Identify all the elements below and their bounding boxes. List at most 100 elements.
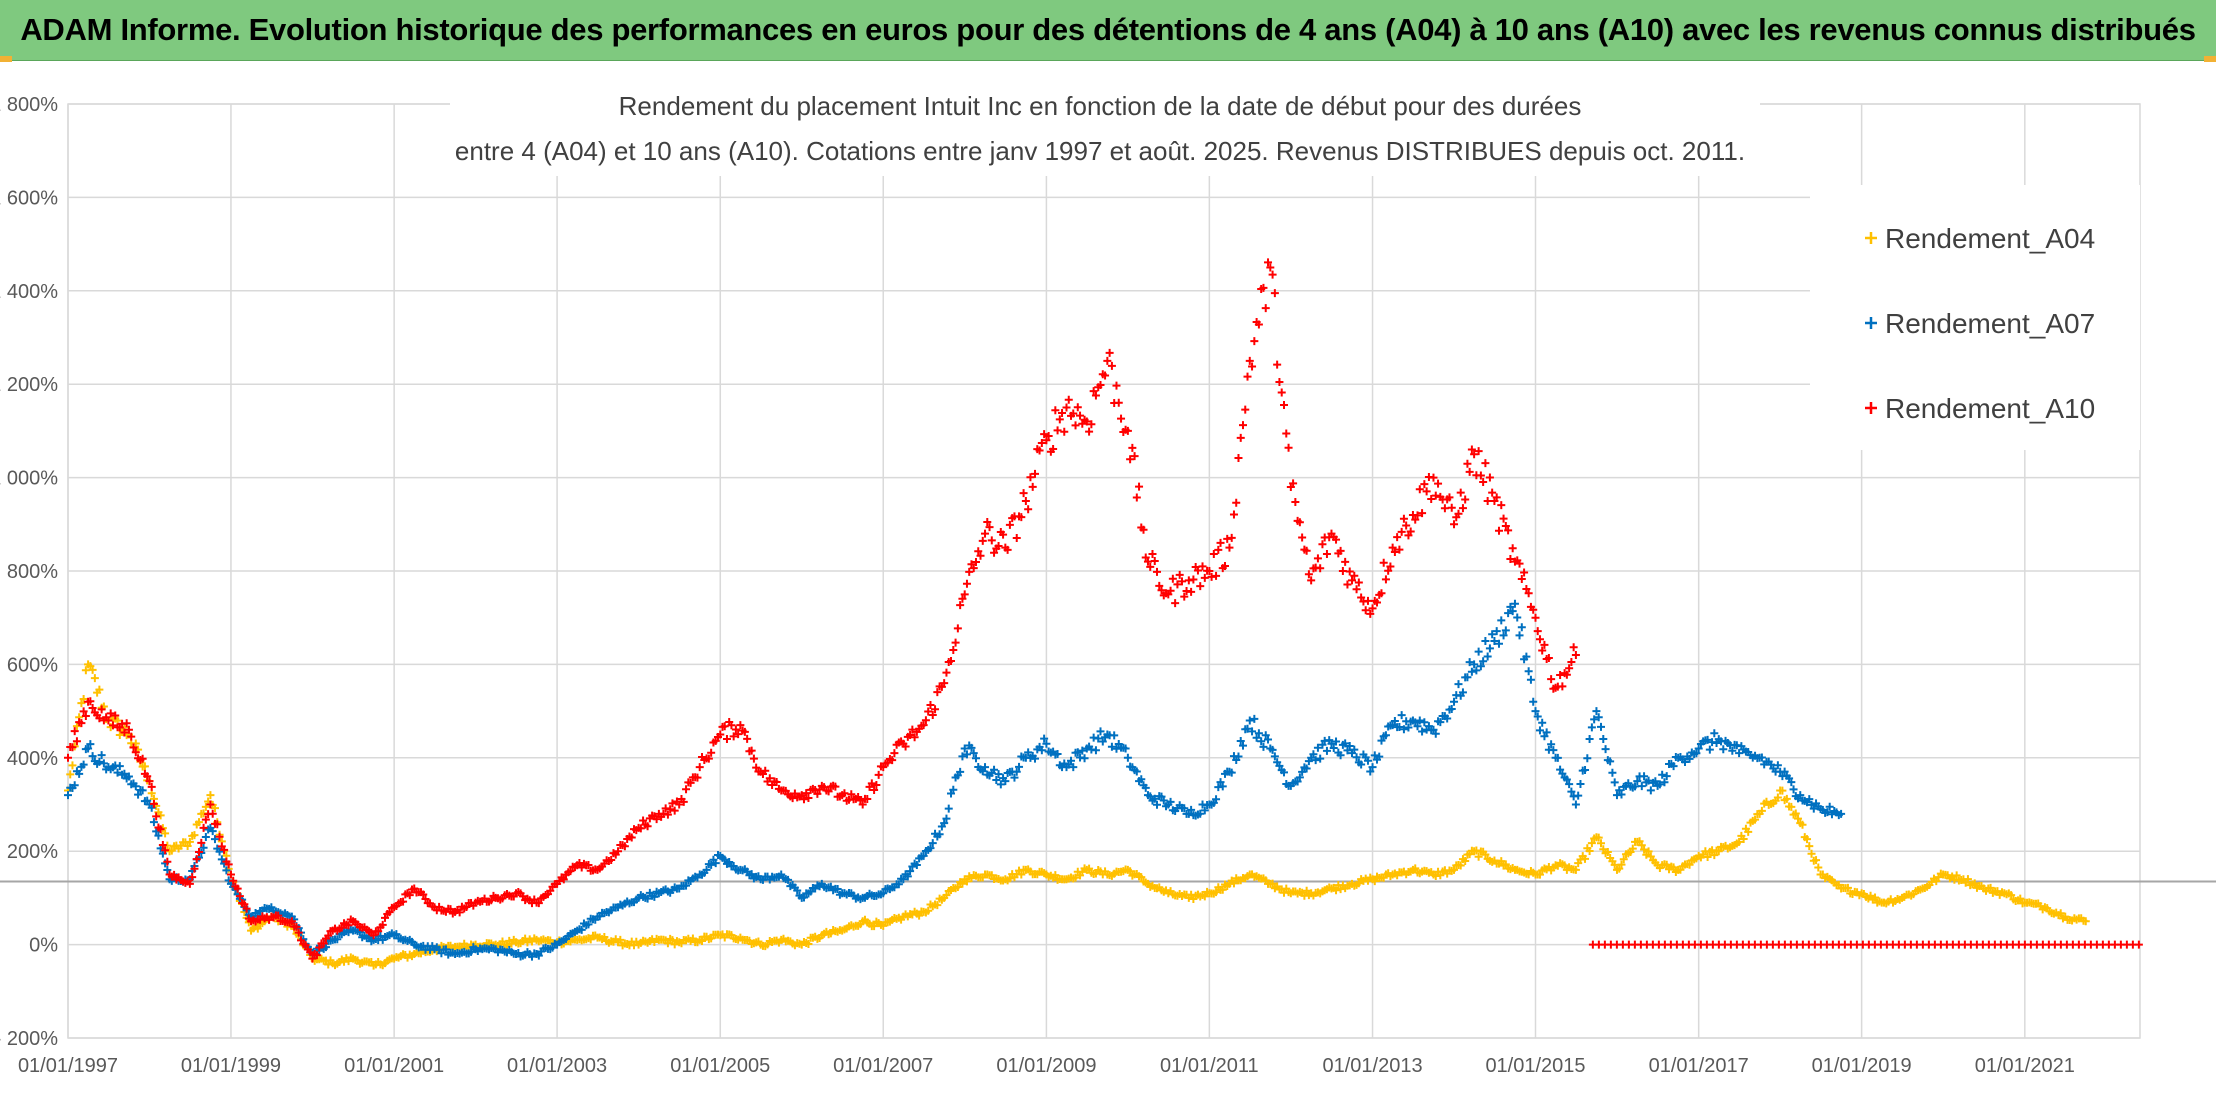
data-point xyxy=(1060,427,1069,436)
data-point xyxy=(1024,505,1033,514)
data-point xyxy=(1141,553,1150,562)
data-point xyxy=(772,778,781,787)
data-point xyxy=(570,863,579,872)
data-point xyxy=(550,939,559,948)
x-tick-label: 01/01/2017 xyxy=(1649,1055,1749,1077)
data-point xyxy=(1094,734,1103,743)
data-point xyxy=(1522,652,1531,661)
data-point xyxy=(584,920,593,929)
data-point xyxy=(90,674,99,683)
data-point xyxy=(1239,421,1247,430)
data-point xyxy=(1472,846,1481,855)
data-point xyxy=(222,866,231,875)
data-point xyxy=(1436,718,1445,727)
data-point xyxy=(1834,880,1843,889)
data-point xyxy=(387,954,396,963)
data-point xyxy=(917,852,926,861)
data-point xyxy=(111,711,120,720)
data-point xyxy=(996,780,1005,789)
data-point xyxy=(1556,671,1565,680)
data-point xyxy=(990,548,999,557)
data-point xyxy=(1805,842,1814,851)
data-point xyxy=(906,867,915,876)
data-point xyxy=(68,743,77,752)
chart-title-line-1: Rendement du placement Intuit Inc en fon… xyxy=(619,91,1582,121)
data-point xyxy=(1515,559,1524,568)
data-point xyxy=(1651,858,1660,867)
data-point xyxy=(1366,873,1375,882)
data-point xyxy=(774,938,783,947)
data-point xyxy=(206,800,215,809)
data-point xyxy=(874,770,883,779)
data-point xyxy=(1112,744,1121,753)
data-point xyxy=(1585,735,1594,744)
data-point xyxy=(1087,420,1096,429)
data-point xyxy=(627,833,636,842)
data-point xyxy=(1381,731,1390,740)
data-point xyxy=(344,921,353,930)
data-point xyxy=(1150,794,1159,803)
data-point xyxy=(1651,777,1660,786)
data-point xyxy=(1003,545,1012,554)
data-point xyxy=(682,785,691,794)
data-point xyxy=(765,774,774,783)
data-point xyxy=(1268,879,1277,888)
data-point xyxy=(611,903,620,912)
data-point xyxy=(1236,433,1245,442)
data-point xyxy=(1012,767,1021,776)
chart-title-line-2: entre 4 (A04) et 10 ans (A10). Cotations… xyxy=(455,136,1745,166)
data-point xyxy=(1418,509,1427,518)
data-point xyxy=(1370,877,1379,886)
data-point xyxy=(1386,721,1395,730)
data-point xyxy=(253,924,262,933)
data-point xyxy=(1608,768,1617,777)
data-point xyxy=(346,953,355,962)
data-point xyxy=(1155,581,1164,590)
data-point xyxy=(1101,733,1110,742)
data-point xyxy=(1814,802,1823,811)
data-point xyxy=(1805,795,1814,804)
data-point xyxy=(992,775,1001,784)
x-tick-label: 01/01/2013 xyxy=(1322,1055,1422,1077)
data-point xyxy=(960,744,969,753)
data-point xyxy=(1123,753,1132,762)
data-point xyxy=(1476,662,1485,671)
data-point xyxy=(754,872,763,881)
data-point xyxy=(1146,792,1155,801)
data-point xyxy=(77,699,86,708)
x-tick-label: 01/01/2007 xyxy=(833,1055,933,1077)
data-point xyxy=(1137,775,1146,784)
data-point xyxy=(935,830,944,839)
data-point xyxy=(1485,644,1494,653)
data-point xyxy=(1418,727,1427,736)
data-point xyxy=(1284,443,1293,452)
data-point xyxy=(1390,717,1399,726)
chart-title-backdrop xyxy=(450,86,1760,128)
data-point xyxy=(971,754,980,763)
data-point xyxy=(274,911,283,920)
data-point xyxy=(1447,866,1456,875)
data-point xyxy=(1633,777,1642,786)
data-point xyxy=(1393,533,1402,542)
x-tick-label: 01/01/2021 xyxy=(1975,1055,2075,1077)
data-point xyxy=(1640,772,1649,781)
data-point xyxy=(1218,885,1227,894)
data-point xyxy=(890,749,899,758)
y-tick-label: - 200% xyxy=(0,1028,58,1050)
data-point xyxy=(1637,841,1646,850)
data-point xyxy=(1501,626,1510,635)
data-point xyxy=(530,934,539,943)
data-point xyxy=(1501,522,1510,531)
data-point xyxy=(1710,729,1719,738)
data-point xyxy=(668,799,677,808)
data-point xyxy=(1567,787,1576,796)
data-point xyxy=(1212,888,1221,897)
data-point xyxy=(1420,718,1429,727)
data-point xyxy=(1571,800,1580,809)
data-point xyxy=(897,737,906,746)
data-point xyxy=(1422,487,1431,496)
data-point xyxy=(1177,577,1186,586)
data-point xyxy=(1402,521,1411,530)
data-point xyxy=(740,727,749,736)
data-point xyxy=(534,899,543,908)
